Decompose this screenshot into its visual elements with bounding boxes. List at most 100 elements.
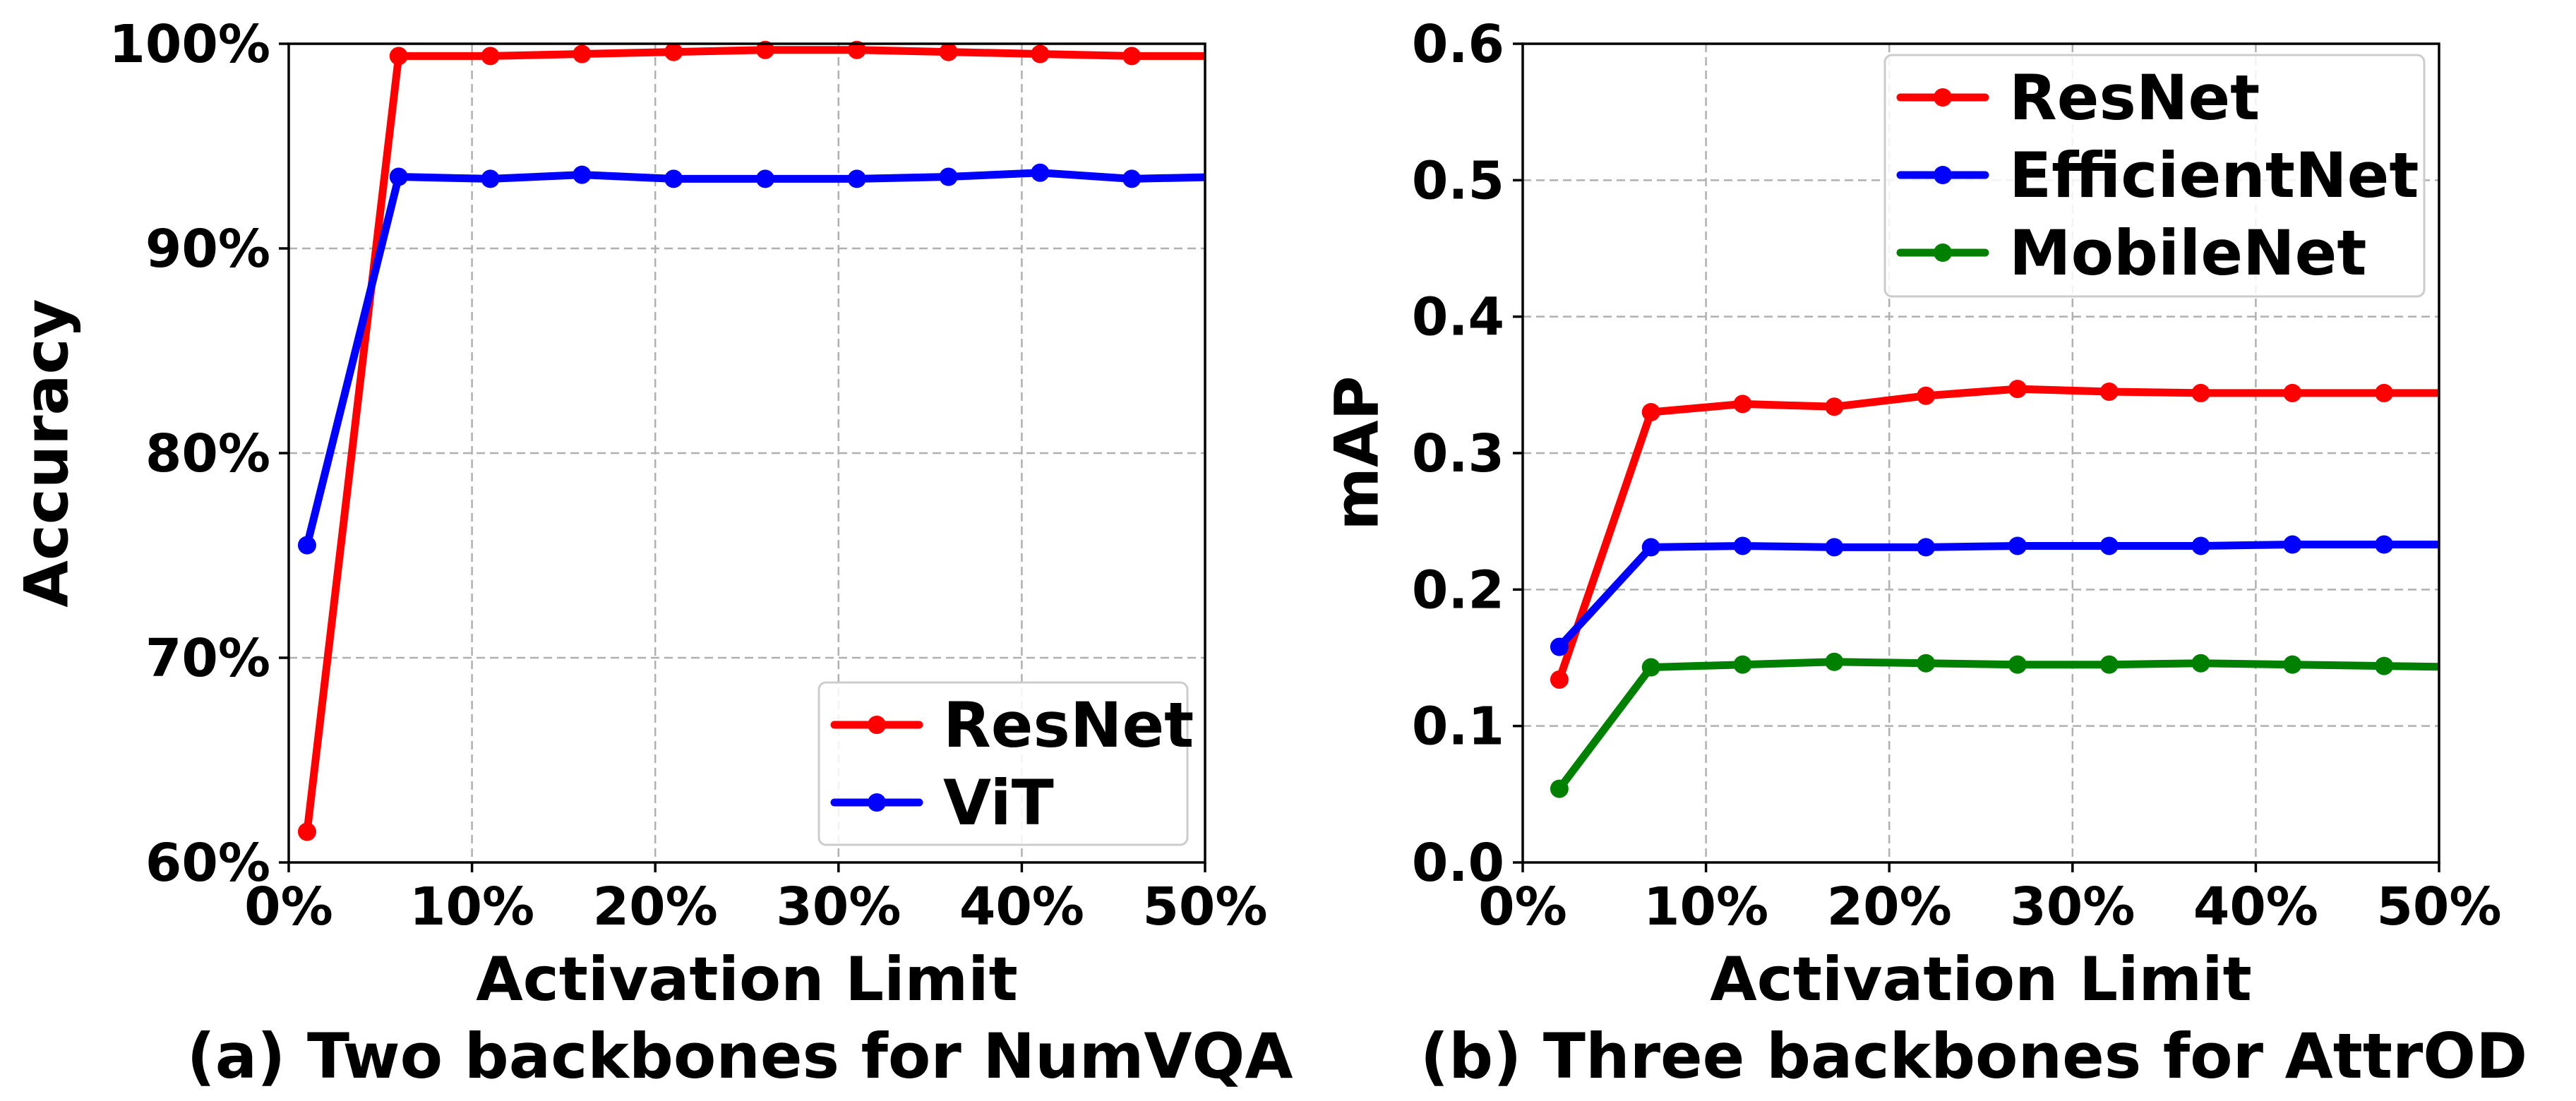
legend-marker bbox=[1934, 166, 1952, 184]
data-point bbox=[1214, 47, 1233, 65]
series-line bbox=[1555, 658, 2439, 793]
data-point bbox=[1733, 655, 1752, 674]
data-point bbox=[1825, 397, 1844, 416]
data-point bbox=[1917, 386, 1936, 405]
legend-label: ViT bbox=[943, 766, 1054, 839]
data-point bbox=[1031, 163, 1050, 182]
y-tick-label: 0.5 bbox=[1412, 150, 1504, 211]
data-point bbox=[1733, 536, 1752, 555]
series-mobilenet bbox=[1550, 652, 2485, 798]
data-point bbox=[2375, 535, 2394, 554]
data-point bbox=[297, 822, 316, 841]
y-axis-label: Accuracy bbox=[11, 299, 82, 607]
y-tick-label: 80% bbox=[145, 423, 270, 484]
legend-entry-vit: ViT bbox=[830, 766, 1054, 839]
data-point bbox=[2375, 383, 2394, 402]
series-line bbox=[1555, 541, 2439, 651]
x-axis-label: Activation Limit bbox=[1710, 944, 2252, 1015]
x-tick-label: 30% bbox=[2010, 877, 2135, 937]
legend-label: ResNet bbox=[943, 689, 1194, 762]
data-point bbox=[2191, 536, 2210, 555]
chart-a: 0% 10% 20% 30% 40% 50% 60% 70% 80% 90% 100% Activat… bbox=[11, 14, 1293, 1093]
data-point bbox=[1917, 538, 1936, 557]
data-point bbox=[481, 169, 500, 188]
legend-marker bbox=[1934, 243, 1952, 262]
x-tick-label: 30% bbox=[776, 877, 901, 937]
data-point bbox=[1122, 169, 1142, 188]
series-line bbox=[1555, 385, 2439, 684]
data-point bbox=[2099, 536, 2119, 555]
data-point bbox=[2191, 383, 2210, 402]
x-tick-label: 50% bbox=[2376, 877, 2501, 937]
data-point bbox=[2283, 655, 2302, 674]
y-tick-label: 60% bbox=[145, 833, 270, 894]
data-point bbox=[755, 169, 774, 188]
data-point bbox=[1122, 47, 1142, 66]
data-point bbox=[664, 169, 683, 188]
series-line bbox=[303, 169, 1205, 549]
data-point bbox=[1641, 538, 1660, 557]
data-point bbox=[847, 40, 866, 59]
y-tick-label: 90% bbox=[145, 219, 270, 279]
legend-label: MobileNet bbox=[2009, 217, 2366, 289]
data-point bbox=[1550, 670, 1569, 689]
x-tick-label: 10% bbox=[1643, 877, 1768, 937]
data-point bbox=[1733, 395, 1752, 414]
y-tick-label: 100% bbox=[109, 14, 270, 75]
data-point bbox=[297, 536, 316, 555]
data-point bbox=[2283, 535, 2302, 554]
data-point bbox=[1641, 658, 1660, 677]
series-resnet bbox=[297, 40, 1233, 841]
legend-marker bbox=[868, 793, 886, 812]
data-point bbox=[847, 169, 866, 188]
y-tick-label: 0.0 bbox=[1412, 833, 1504, 894]
chart-caption: (b) Three backbones for AttrOD bbox=[1420, 1020, 2527, 1093]
y-tick-label: 70% bbox=[145, 628, 270, 689]
y-tick-label: 0.6 bbox=[1412, 14, 1504, 75]
chart-b: 0% 10% 20% 30% 40% 50% 0.0 0.1 0.2 0.3 0.4 0.5 0.6 Ac… bbox=[1322, 14, 2527, 1093]
data-point bbox=[389, 167, 408, 186]
data-point bbox=[1825, 652, 1844, 671]
legend-label: ResNet bbox=[2009, 61, 2260, 134]
data-point bbox=[2008, 536, 2027, 555]
legend-marker bbox=[868, 716, 886, 734]
data-point bbox=[939, 167, 958, 186]
x-axis-label: Activation Limit bbox=[476, 944, 1018, 1015]
x-tick-label: 20% bbox=[1827, 877, 1952, 937]
x-tick-label: 0% bbox=[244, 877, 333, 937]
data-point bbox=[2375, 656, 2394, 675]
y-tick-label: 0.2 bbox=[1412, 560, 1504, 620]
legend-label: EfficientNet bbox=[2009, 139, 2419, 212]
data-point bbox=[1031, 44, 1050, 64]
data-point bbox=[573, 44, 592, 64]
y-tick-label: 0.4 bbox=[1412, 287, 1504, 348]
data-point bbox=[2099, 383, 2119, 401]
data-point bbox=[755, 40, 774, 59]
data-point bbox=[1550, 779, 1569, 798]
data-point bbox=[2283, 383, 2302, 402]
data-point bbox=[1917, 654, 1936, 673]
legend-entry-resnet: ResNet bbox=[1896, 61, 2260, 134]
legend-entry-resnet: ResNet bbox=[830, 689, 1194, 762]
data-point bbox=[481, 47, 500, 66]
data-point bbox=[573, 165, 592, 184]
data-point bbox=[389, 47, 408, 66]
x-tick-label: 20% bbox=[593, 877, 718, 937]
y-axis-label: mAP bbox=[1322, 375, 1392, 530]
x-tick-label: 40% bbox=[2193, 877, 2318, 937]
data-point bbox=[2008, 380, 2027, 399]
data-point bbox=[1550, 637, 1569, 656]
x-tick-label: 0% bbox=[1478, 877, 1567, 937]
data-point bbox=[2008, 655, 2027, 674]
series-resnet bbox=[1550, 380, 2439, 689]
y-tick-label: 0.3 bbox=[1412, 423, 1504, 484]
data-point bbox=[2467, 658, 2485, 677]
legend-box bbox=[1883, 54, 2426, 298]
y-tick-label: 0.1 bbox=[1412, 697, 1504, 757]
legend-entry-efficientnet: EfficientNet bbox=[1896, 139, 2419, 212]
series-vit bbox=[297, 163, 1205, 555]
legend-entry-mobilenet: MobileNet bbox=[1896, 217, 2366, 289]
